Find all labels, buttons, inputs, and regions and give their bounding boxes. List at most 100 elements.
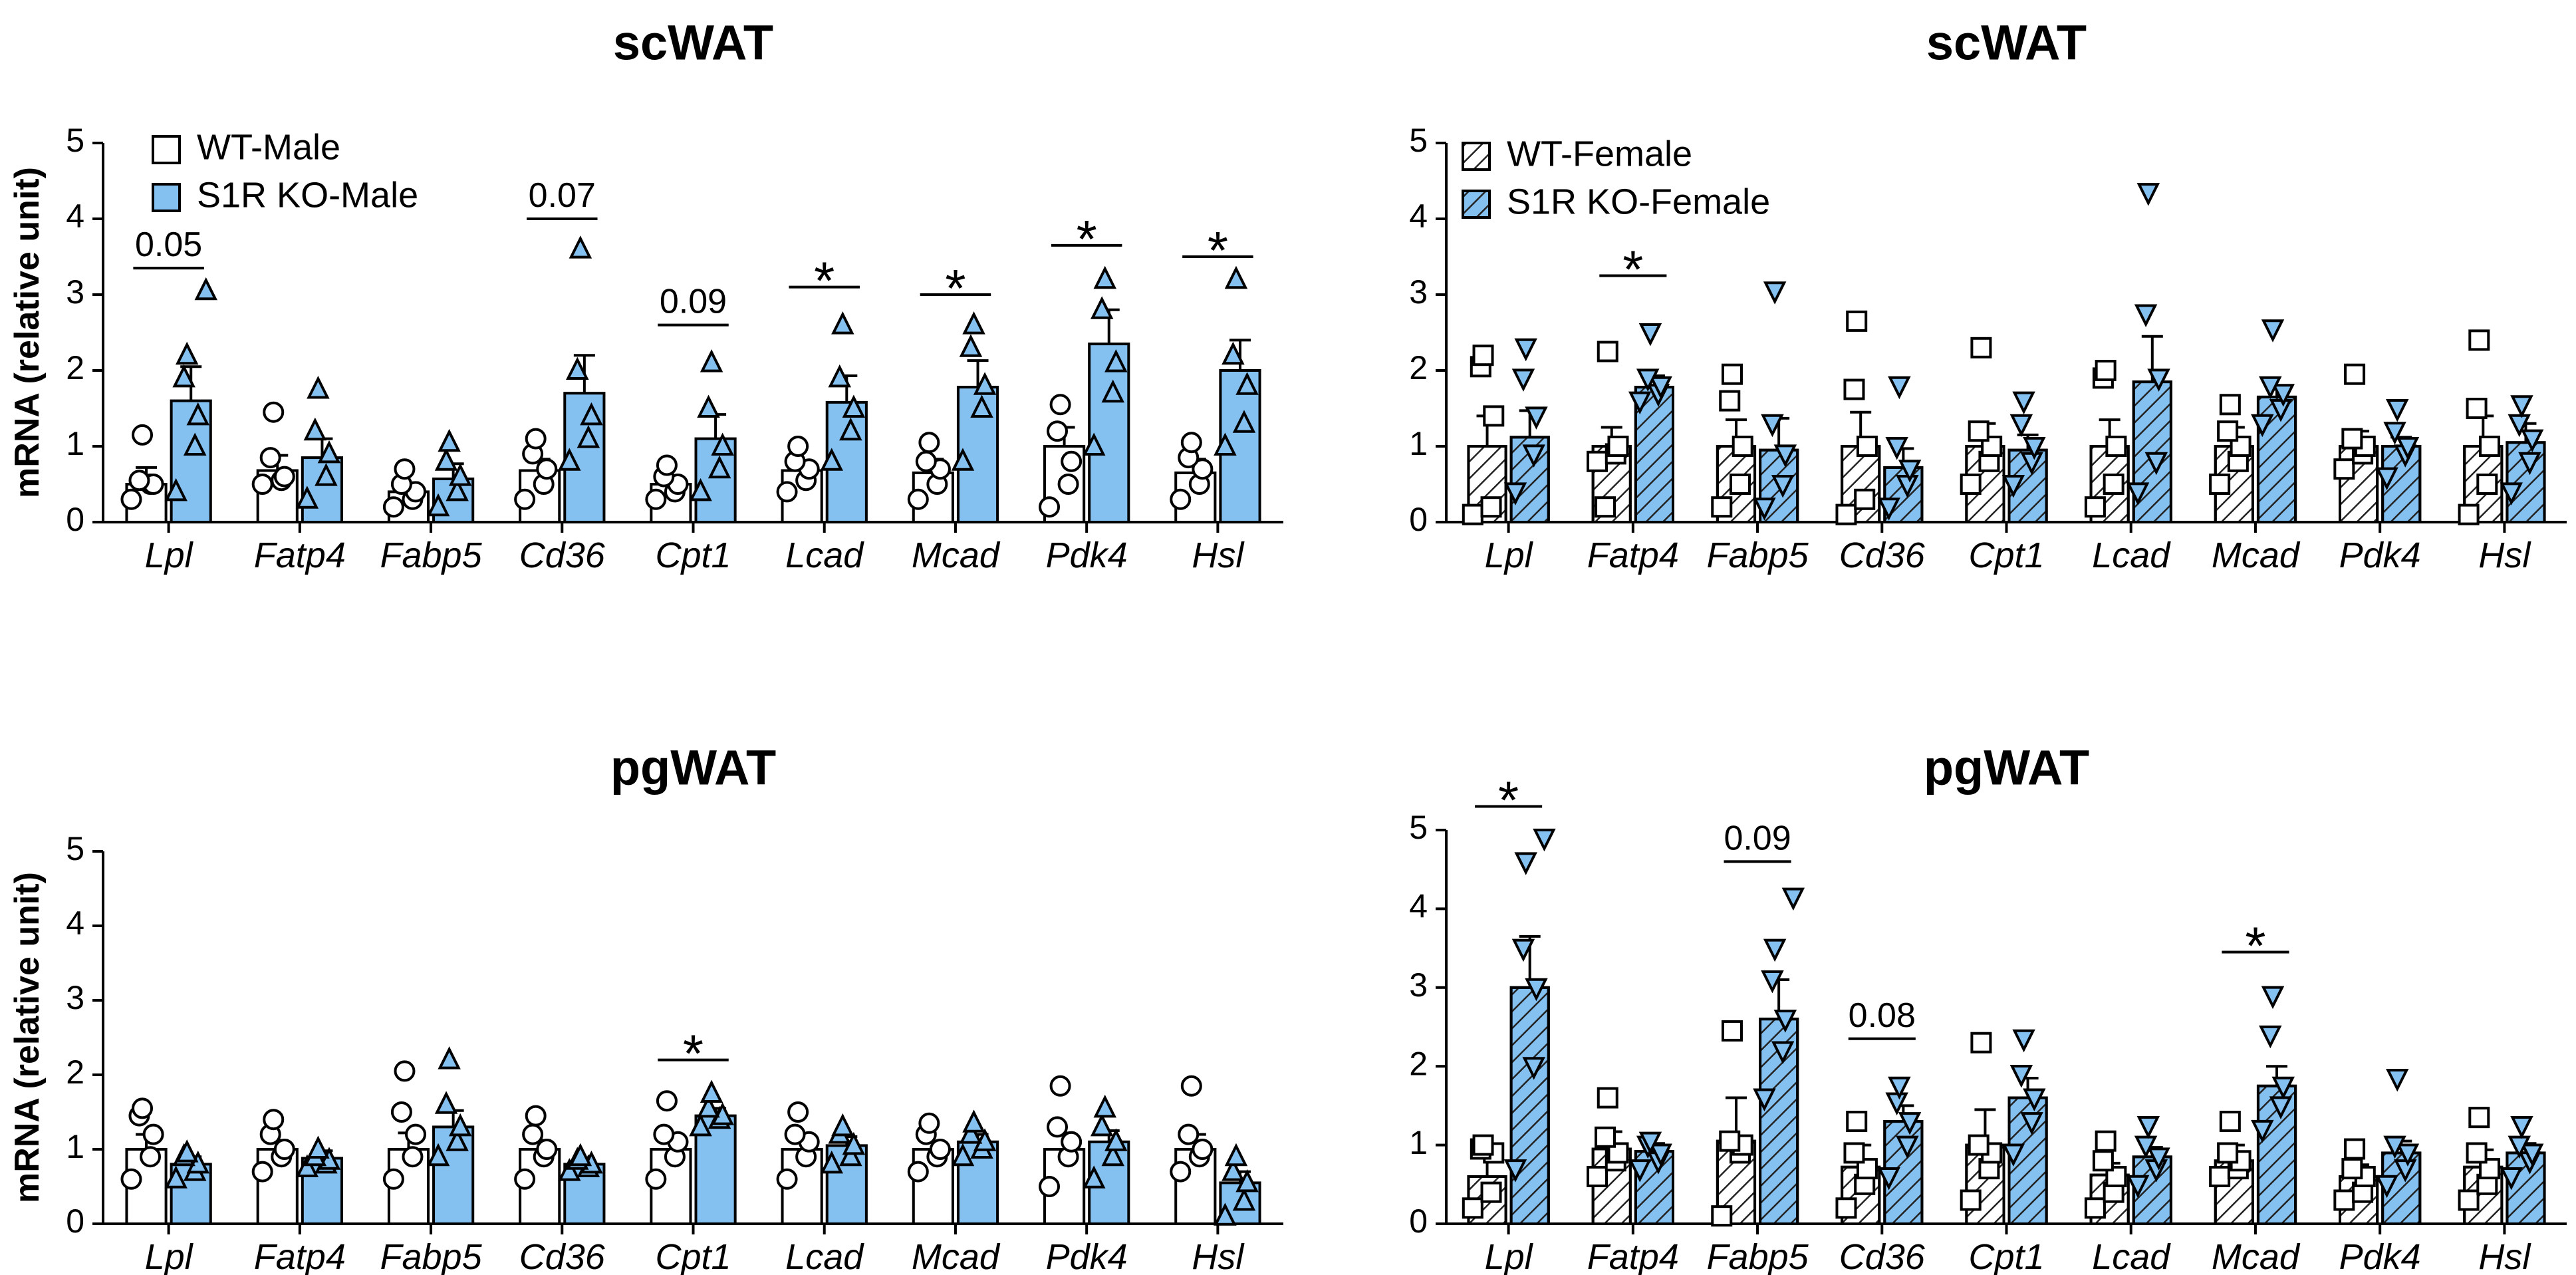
data-point [536,458,558,480]
data-point [1649,1143,1672,1167]
data-point [1719,1130,1741,1152]
data-point [263,1109,285,1131]
data-point [959,1121,983,1144]
data-point [2386,399,2409,422]
data-point [1090,296,1114,319]
data-point [842,394,866,418]
data-point [2147,368,2170,392]
data-point [1970,337,1992,358]
data-point [1503,482,1527,505]
data-point [2458,1189,2480,1211]
data-point [1773,1010,1797,1033]
data-point [514,1168,536,1190]
y-axis-label: mRNA (relative unit) [8,167,47,498]
data-point [2126,482,2150,505]
data-point [1846,310,1868,332]
x-tick-label: Fatp4 [254,535,346,575]
data-point [2479,436,2501,457]
data-point [2333,458,2355,480]
significance-star: * [814,251,835,311]
data-point [1104,1128,1128,1151]
data-point [689,1113,712,1137]
x-tick-label: Mcad [2212,1237,2301,1275]
y-tick-label: 3 [66,979,84,1016]
data-point [1843,1142,1865,1164]
data-point [1522,444,1545,468]
x-tick-label: Pdk4 [1046,1237,1128,1275]
data-point [2269,1096,2293,1119]
data-point [273,466,295,488]
data-point [1960,474,1982,495]
data-point [1462,503,1483,525]
chart-title: scWAT [1926,15,2087,71]
legend-label: WT-Female [1507,134,1692,174]
data-point [1846,1111,1868,1133]
data-point [2084,1197,2106,1219]
y-tick-label: 1 [1409,1124,1428,1161]
x-tick-label: Pdk4 [1046,535,1128,575]
data-point [1628,1159,1652,1183]
data-point [1888,376,1911,400]
data-point [2375,467,2398,491]
data-point [776,1168,798,1190]
data-point [700,1079,723,1103]
data-point [951,1143,975,1167]
data-point [1781,887,1805,911]
data-point [2092,1150,2114,1172]
data-point [2510,395,2533,418]
data-point [426,1143,450,1167]
y-tick-label: 3 [66,273,84,311]
y-tick-label: 2 [1409,1045,1428,1082]
y-tick-label: 4 [66,905,84,942]
data-point [120,1168,142,1190]
data-point [2271,384,2295,407]
data-point [697,1094,720,1118]
x-tick-label: Pdk4 [2339,1237,2421,1275]
data-point [776,481,798,503]
y-tick-label: 2 [1409,349,1428,386]
data-point [295,486,319,509]
data-point [1888,1076,1911,1100]
data-point [2020,1112,2043,1135]
x-tick-label: Lcad [785,1237,864,1275]
data-point [514,488,536,510]
data-point [1214,432,1237,456]
chart-title: pgWAT [610,740,776,795]
data-point [2396,437,2420,460]
y-tick-label: 2 [66,1054,84,1091]
data-point [259,447,281,469]
data-point [2396,1143,2420,1167]
x-tick-label: Cd36 [519,1237,606,1275]
data-point [142,1123,164,1145]
data-point [787,436,809,457]
x-tick-label: Mcad [912,535,1001,575]
data-point [2468,329,2490,351]
data-point [1047,420,1069,442]
data-point [558,1158,581,1181]
data-point [1898,1112,1922,1135]
data-point [1514,852,1537,875]
data-point [1049,394,1071,416]
data-point [307,376,330,399]
data-point [1877,497,1900,521]
data-point [2023,1088,2046,1112]
data-point [2500,482,2523,505]
data-point [1773,444,1797,468]
y-tick-label: 0 [1409,501,1428,538]
data-point [1503,1159,1527,1183]
data-point [448,463,472,486]
data-point [2219,394,2241,416]
data-point [1877,1167,1900,1191]
x-tick-label: Lcad [785,535,864,575]
data-point [1856,436,1878,457]
data-point [1057,474,1079,495]
data-point [2217,1142,2239,1164]
data-point [140,1146,162,1168]
data-point [656,454,678,476]
y-tick-label: 0 [66,1203,84,1240]
y-tick-label: 5 [66,830,84,867]
data-point [307,1135,330,1159]
data-point [1101,379,1124,403]
data-point [1235,372,1259,395]
data-point [2209,474,2231,495]
